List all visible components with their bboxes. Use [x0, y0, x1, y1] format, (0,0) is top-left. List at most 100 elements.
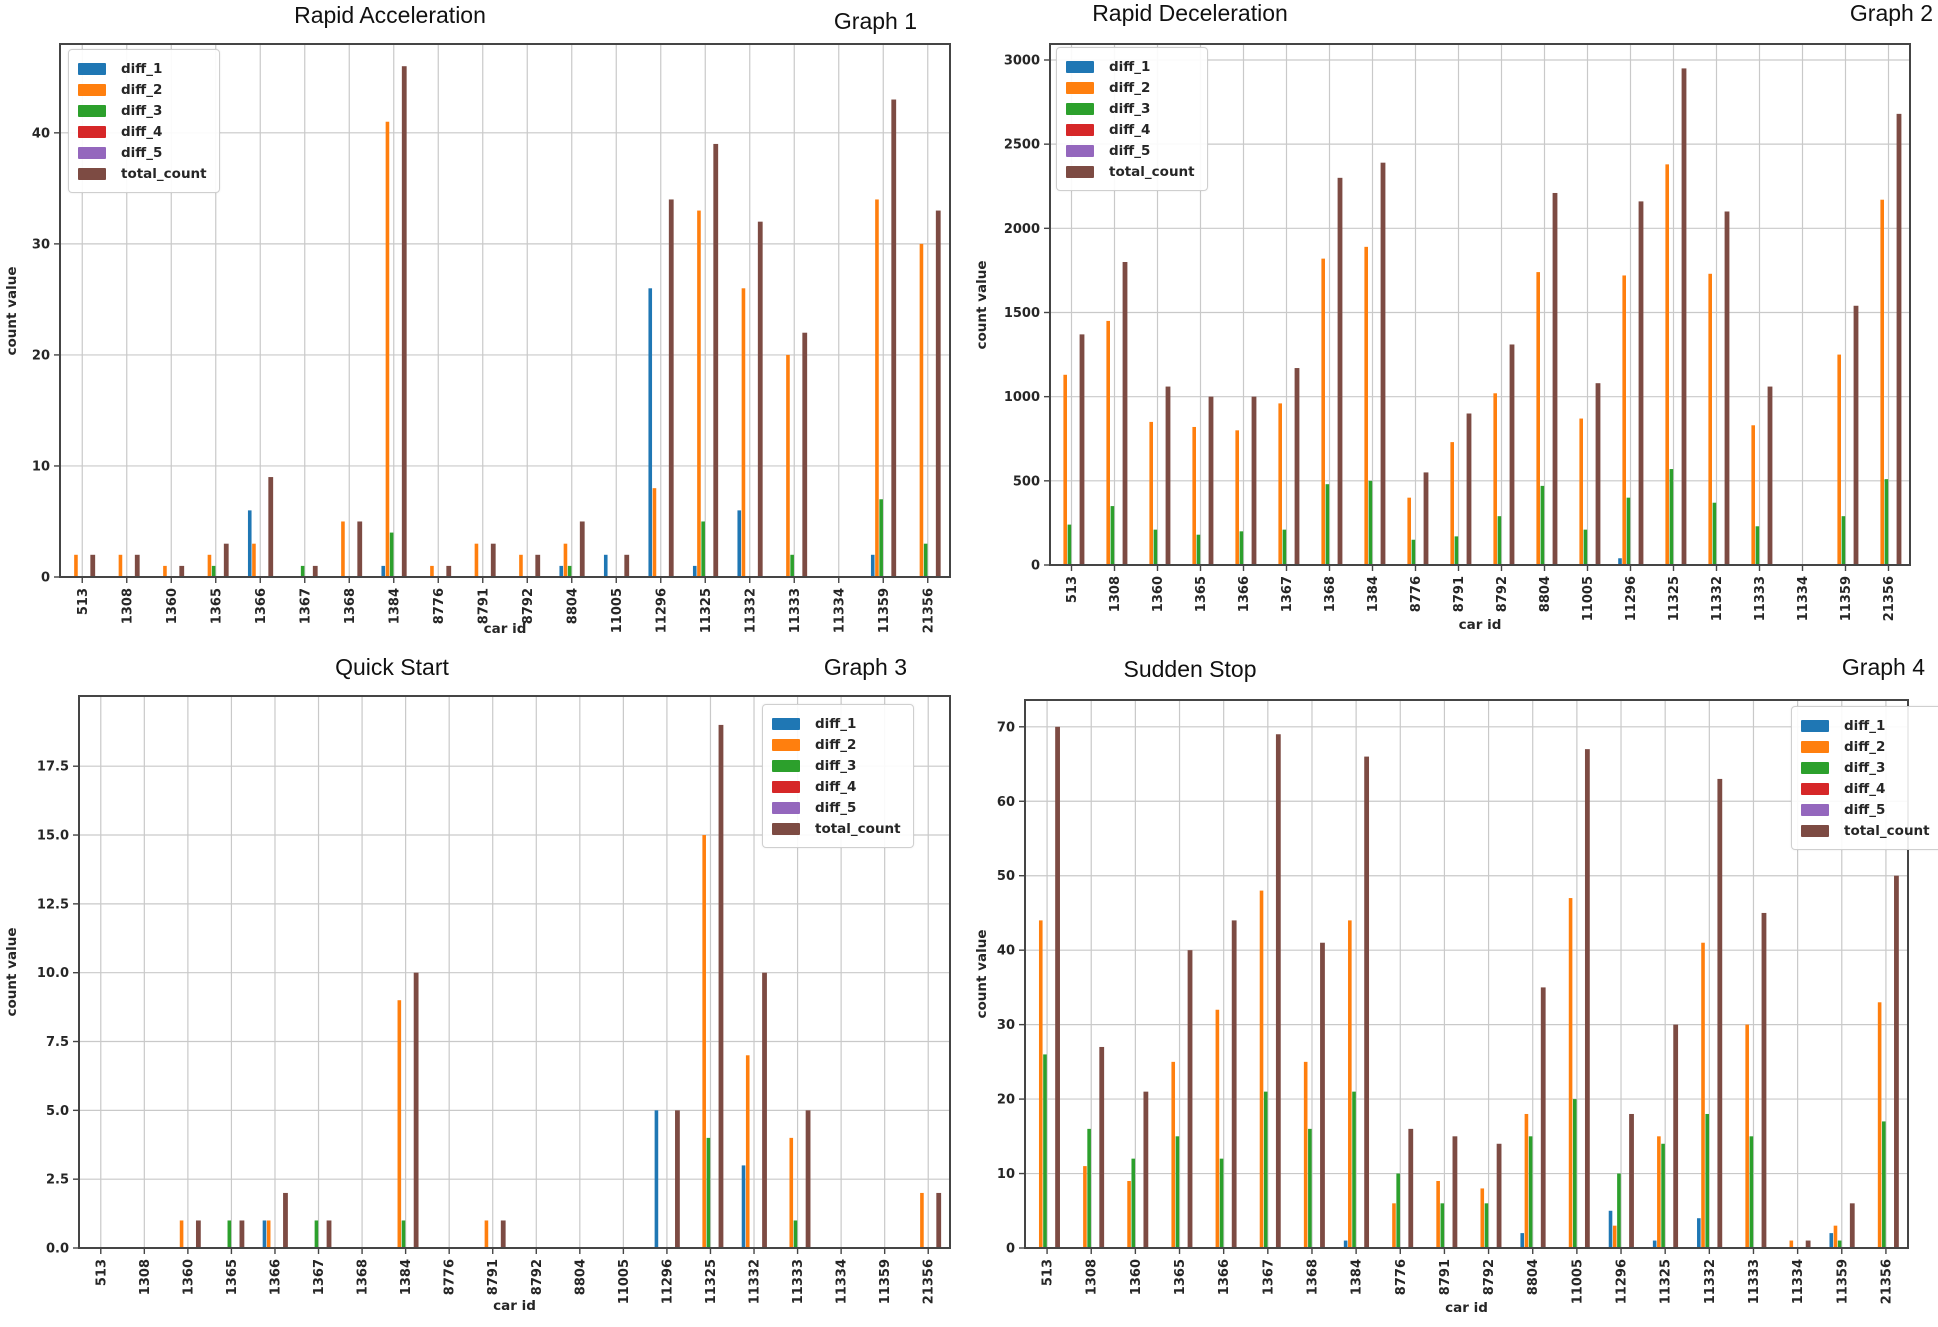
svg-text:513: 513 — [1041, 1259, 1056, 1286]
svg-text:1368: 1368 — [1323, 576, 1338, 612]
svg-text:1367: 1367 — [298, 588, 313, 624]
legend-item-diff_4: diff_4 — [1066, 119, 1195, 140]
svg-text:500: 500 — [1013, 474, 1040, 489]
legend-swatch-icon — [78, 167, 106, 180]
svg-text:11332: 11332 — [748, 1259, 763, 1304]
svg-text:11325: 11325 — [704, 1259, 719, 1304]
legend-label: total_count — [121, 165, 207, 182]
legend-swatch-icon — [1801, 740, 1829, 753]
svg-text:1384: 1384 — [387, 588, 402, 624]
legend-swatch-icon — [1066, 81, 1094, 94]
svg-text:1368: 1368 — [343, 588, 358, 624]
legend-swatch-icon — [78, 104, 106, 117]
legend-swatch-icon — [78, 62, 106, 75]
svg-text:1368: 1368 — [356, 1259, 371, 1295]
legend-item-diff_4: diff_4 — [78, 121, 207, 142]
svg-text:11005: 11005 — [617, 1259, 632, 1304]
svg-text:15.0: 15.0 — [37, 829, 69, 844]
svg-text:1360: 1360 — [181, 1259, 196, 1295]
svg-text:8804: 8804 — [1526, 1259, 1541, 1295]
svg-text:17.5: 17.5 — [37, 760, 69, 775]
legend-swatch-icon — [772, 738, 800, 751]
svg-text:11005: 11005 — [1570, 1259, 1585, 1304]
legend: diff_1 diff_2 diff_3 diff_4 diff_5 total_coun… — [1791, 706, 1938, 850]
legend-label: diff_1 — [1109, 58, 1151, 75]
svg-text:8791: 8791 — [1438, 1259, 1453, 1295]
svg-text:3000: 3000 — [1004, 53, 1040, 68]
legend-label: diff_5 — [1109, 142, 1151, 159]
svg-text:8792: 8792 — [1495, 576, 1510, 612]
svg-text:0: 0 — [1031, 559, 1040, 574]
svg-text:21356: 21356 — [1879, 1259, 1894, 1304]
x-axis-label: car id — [1458, 617, 1502, 633]
svg-text:11332: 11332 — [1703, 1259, 1718, 1304]
legend-item-diff_4: diff_4 — [772, 776, 901, 797]
svg-text:1384: 1384 — [1366, 576, 1381, 612]
svg-text:8791: 8791 — [1452, 576, 1467, 612]
svg-text:30: 30 — [32, 237, 50, 252]
legend-item-diff_5: diff_5 — [1066, 140, 1195, 161]
svg-text:1360: 1360 — [165, 588, 180, 624]
svg-text:10: 10 — [32, 459, 50, 474]
legend-label: diff_3 — [121, 102, 163, 119]
graph-number-label: Graph 2 — [1849, 0, 1933, 26]
svg-text:11359: 11359 — [877, 588, 892, 633]
legend-swatch-icon — [1066, 144, 1094, 157]
svg-text:1384: 1384 — [399, 1259, 414, 1295]
legend-item-diff_1: diff_1 — [1801, 715, 1930, 736]
legend-swatch-icon — [1801, 824, 1829, 837]
legend-swatch-icon — [772, 822, 800, 835]
graph-number-label: Graph 3 — [823, 654, 907, 680]
legend-label: diff_3 — [1844, 759, 1886, 776]
legend-label: diff_4 — [121, 123, 163, 140]
legend-label: diff_5 — [121, 144, 163, 161]
chart-title: Sudden Stop — [1123, 656, 1257, 682]
legend-swatch-icon — [1066, 102, 1094, 115]
legend-label: diff_3 — [815, 757, 857, 774]
legend-label: diff_5 — [1844, 801, 1886, 818]
svg-text:11296: 11296 — [1624, 576, 1639, 621]
y-axis-label: count value — [974, 260, 990, 349]
svg-text:11325: 11325 — [699, 588, 714, 633]
svg-text:11333: 11333 — [791, 1259, 806, 1304]
svg-text:11334: 11334 — [1796, 576, 1811, 621]
svg-text:513: 513 — [94, 1259, 109, 1286]
svg-text:8804: 8804 — [573, 1259, 588, 1295]
svg-text:11332: 11332 — [1710, 576, 1725, 621]
svg-text:11296: 11296 — [654, 588, 669, 633]
svg-text:50: 50 — [997, 869, 1015, 884]
svg-text:8776: 8776 — [432, 588, 447, 624]
y-axis-label: count value — [4, 927, 20, 1017]
legend-item-total_count: total_count — [1801, 820, 1930, 841]
legend-item-diff_3: diff_3 — [78, 100, 207, 121]
legend-label: total_count — [815, 820, 901, 837]
legend-item-diff_4: diff_4 — [1801, 778, 1930, 799]
legend-label: diff_2 — [1109, 79, 1151, 96]
legend-swatch-icon — [772, 759, 800, 772]
svg-text:11333: 11333 — [1753, 576, 1768, 621]
svg-text:40: 40 — [32, 126, 50, 141]
svg-text:70: 70 — [997, 720, 1015, 735]
svg-text:11334: 11334 — [832, 588, 847, 633]
legend-item-diff_5: diff_5 — [772, 797, 901, 818]
svg-text:513: 513 — [1065, 576, 1080, 603]
svg-text:8792: 8792 — [1482, 1259, 1497, 1295]
svg-text:11333: 11333 — [1747, 1259, 1762, 1304]
legend-label: diff_2 — [121, 81, 163, 98]
svg-text:1000: 1000 — [1004, 390, 1040, 405]
svg-text:11325: 11325 — [1667, 576, 1682, 621]
svg-text:8792: 8792 — [530, 1259, 545, 1295]
svg-text:10: 10 — [997, 1167, 1015, 1182]
svg-text:11005: 11005 — [1581, 576, 1596, 621]
legend-swatch-icon — [78, 146, 106, 159]
svg-text:11334: 11334 — [835, 1259, 850, 1304]
svg-text:8776: 8776 — [1409, 576, 1424, 612]
legend: diff_1 diff_2 diff_3 diff_4 diff_5 total_coun… — [68, 49, 220, 193]
svg-text:60: 60 — [997, 795, 1015, 810]
legend-item-diff_2: diff_2 — [772, 734, 901, 755]
legend-item-diff_2: diff_2 — [78, 79, 207, 100]
